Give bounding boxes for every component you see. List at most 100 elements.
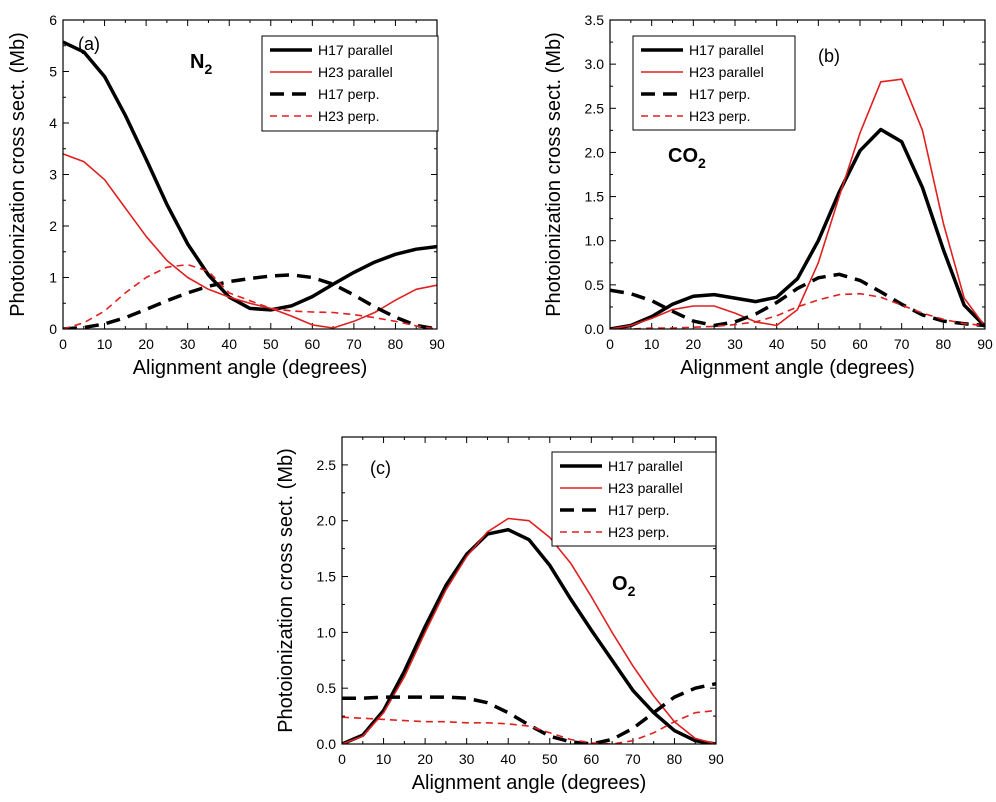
y-tick-label: 6 [49,12,57,28]
series-line-h23-parallel [63,153,437,329]
x-axis-title: Alignment angle (degrees) [133,357,368,379]
molecule-name: CO [668,145,698,167]
plot-frame [62,19,438,330]
panel-label: (c) [370,458,391,478]
y-axis-title: Photoionization cross sect. (Mb) [543,32,565,317]
y-tick-label: 0 [49,321,57,337]
x-axis-title: Alignment angle (degrees) [412,772,647,794]
x-tick-label: 60 [852,336,868,352]
x-tick-label: 90 [977,336,993,352]
legend-label: H23 parallel [608,480,683,496]
series-line-h23-perp [342,709,716,744]
molecule-name: N [190,51,204,73]
legend-label: H17 perp. [608,502,669,518]
chart-panel-b: 0 10 20 30 40 50 60 70 80 90 0.0 0.5 1.0 1.5 2.0 2.5 3.0… [543,12,993,379]
legend: H17 parallel H23 parallel H17 perp. H23 per… [261,35,439,132]
y-tick-label: 2.0 [585,144,605,160]
y-tick-label: 0.5 [585,277,605,293]
x-tick-label: 40 [769,336,785,352]
y-tick-label: 5 [49,64,57,80]
series-line-h17-perp [610,272,985,328]
y-tick-label: 2.5 [317,457,337,473]
y-tick-label: 3 [49,167,57,183]
molecule-label: O2 [612,573,636,599]
y-tick-label: 2.5 [585,100,605,116]
series-line-h23-parallel [610,78,985,329]
x-tick-label: 50 [542,751,558,767]
molecule-subscript: 2 [204,61,212,77]
x-tick-label: 10 [97,336,113,352]
molecule-label: CO2 [668,145,706,171]
x-tick-label: 80 [936,336,952,352]
y-tick-label: 2.0 [317,513,337,529]
x-tick-label: 70 [625,751,641,767]
x-tick-label: 30 [727,336,743,352]
panel-label: (a) [78,34,100,54]
x-tick-label: 60 [584,751,600,767]
x-tick-label: 0 [338,751,346,767]
x-axis-title: Alignment angle (degrees) [680,357,915,379]
molecule-label: N2 [190,51,212,77]
legend-label: H17 parallel [689,42,764,58]
x-tick-label: 10 [376,751,392,767]
series-line-h17-parallel [610,127,985,329]
chart-panel-c: 0 10 20 30 40 50 60 70 80 90 0.0 0.5 1.0 1.5 2.0 2.5 H17… [275,436,724,794]
legend-label: H17 parallel [608,458,683,474]
x-tick-label: 80 [388,336,404,352]
y-tick-label: 1.5 [585,189,605,205]
y-tick-label: 3.0 [585,56,605,72]
legend-label: H23 parallel [689,64,764,80]
x-tick-label: 40 [221,336,237,352]
y-tick-label: 1.0 [317,624,337,640]
y-tick-label: 0.0 [317,736,337,752]
y-tick-label: 1 [49,270,57,286]
y-axis-title: Photoionization cross sect. (Mb) [275,448,297,733]
x-tick-label: 30 [180,336,196,352]
legend-label: H23 perp. [318,108,379,124]
x-tick-label: 50 [263,336,279,352]
x-tick-label: 20 [686,336,702,352]
panel-label: (b) [818,46,840,66]
legend-label: H17 parallel [318,42,393,58]
y-axis-title: Photoionization cross sect. (Mb) [7,32,29,317]
x-tick-label: 70 [346,336,362,352]
x-tick-label: 30 [459,751,475,767]
x-tick-label: 0 [59,336,67,352]
x-tick-label: 10 [644,336,660,352]
chart-panel-a: 0 10 20 30 40 50 60 70 80 90 0 1 2 3 4 5 6 H17 parallel H2… [7,12,445,379]
plot-frame [609,19,986,330]
x-tick-label: 60 [305,336,321,352]
molecule-subscript: 2 [698,155,706,171]
legend-label: H17 perp. [689,86,750,102]
legend-label: H23 perp. [689,108,750,124]
x-tick-label: 40 [500,751,516,767]
series-line-h23-perp [63,263,437,329]
legend-label: H23 perp. [608,524,669,540]
x-tick-label: 90 [429,336,445,352]
x-tick-label: 80 [667,751,683,767]
x-tick-label: 20 [417,751,433,767]
y-tick-label: 0.0 [585,321,605,337]
x-tick-label: 70 [894,336,910,352]
y-tick-label: 2 [49,218,57,234]
series-line-h23-perp [610,292,985,329]
y-tick-label: 1.5 [317,569,337,585]
molecule-name: O [612,573,628,595]
legend: H17 parallel H23 parallel H17 perp. H23 per… [551,451,717,547]
series-line-h17-parallel [63,40,437,312]
legend-box [261,35,439,132]
legend-label: H17 perp. [318,86,379,102]
series-line-h23-parallel [342,517,716,744]
plot-frame [341,436,717,745]
y-tick-label: 0.5 [317,680,337,696]
y-tick-label: 4 [49,115,57,131]
series-line-h17-perp [63,273,437,329]
legend: H17 parallel H23 parallel H17 perp. H23 per… [632,35,796,131]
x-tick-label: 20 [138,336,154,352]
y-tick-label: 1.0 [585,233,605,249]
molecule-subscript: 2 [628,583,636,599]
x-tick-label: 50 [811,336,827,352]
x-tick-label: 90 [708,751,724,767]
legend-label: H23 parallel [318,64,393,80]
